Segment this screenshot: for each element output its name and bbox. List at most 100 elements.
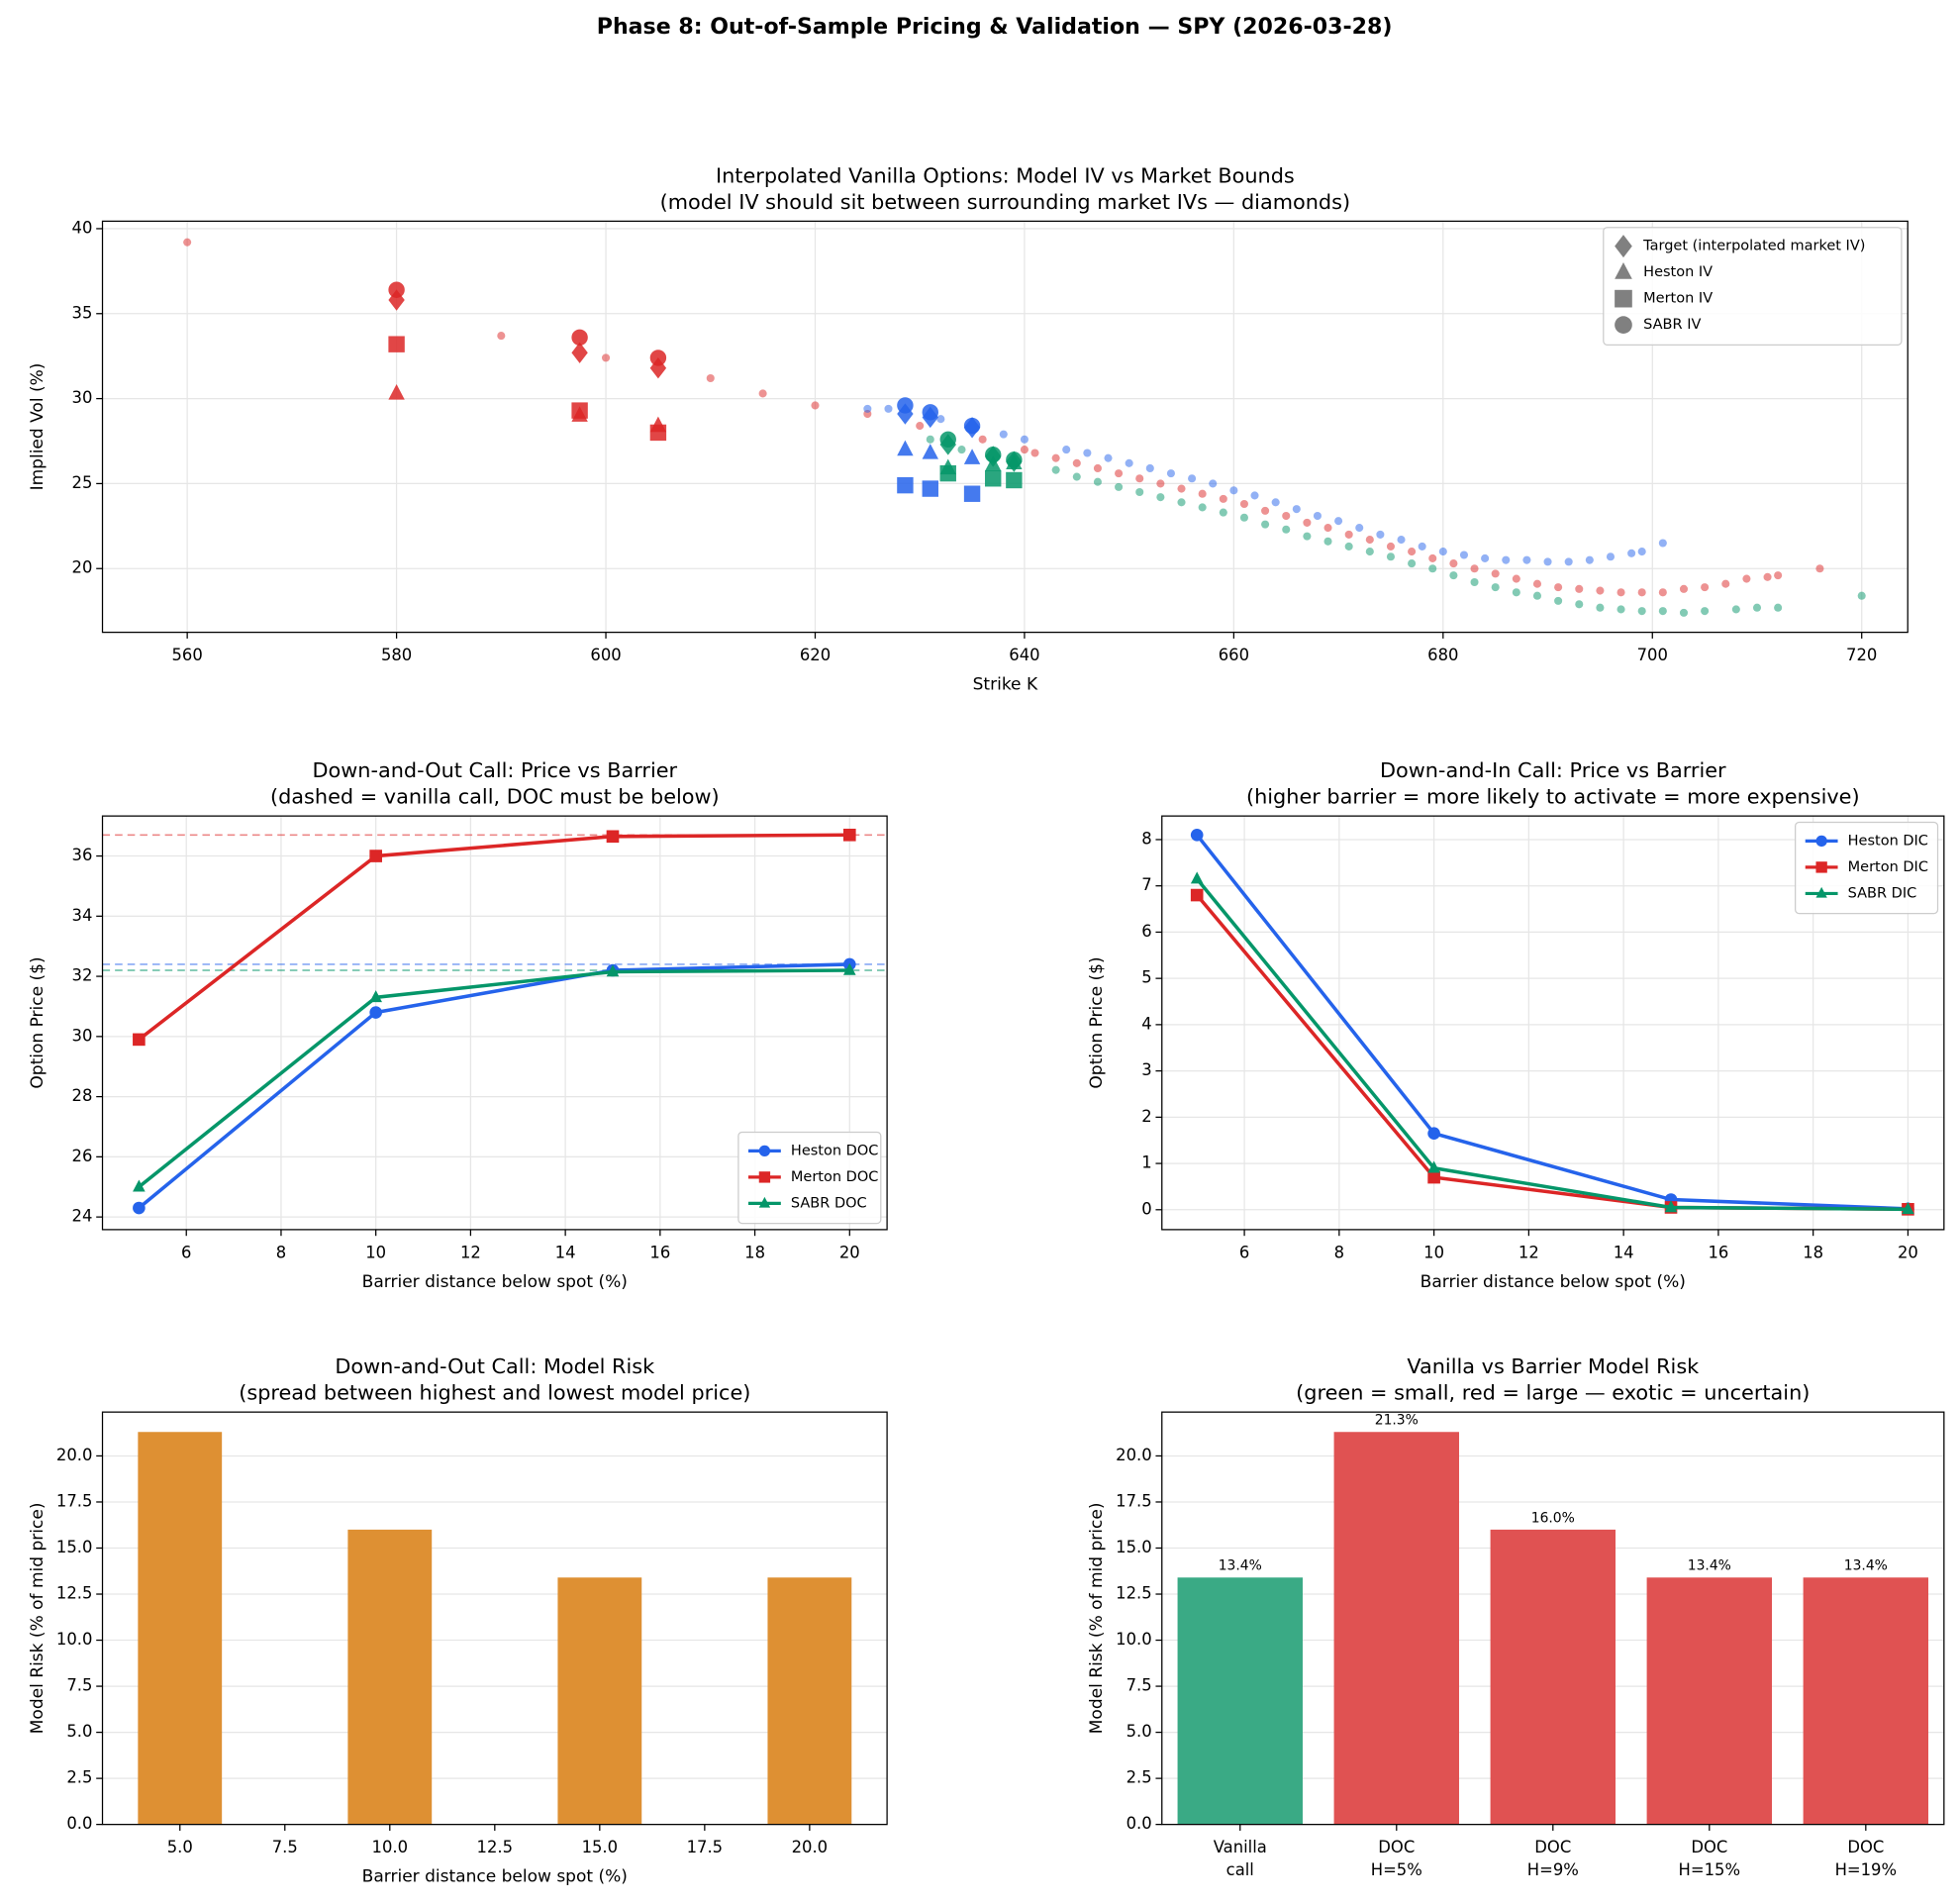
market-point bbox=[1616, 605, 1625, 614]
market-point bbox=[1428, 553, 1437, 562]
x-tick-label: 10.0 bbox=[372, 1838, 409, 1856]
legend-label: Heston DIC bbox=[1848, 833, 1928, 849]
market-point bbox=[1135, 474, 1144, 483]
market-point bbox=[1637, 588, 1646, 597]
market-point bbox=[1303, 518, 1312, 527]
y-tick-label: 0 bbox=[1141, 1199, 1151, 1218]
bar bbox=[1803, 1577, 1929, 1825]
market-point bbox=[1072, 472, 1081, 481]
market-point bbox=[1408, 548, 1417, 556]
bar bbox=[347, 1529, 433, 1825]
market-point bbox=[1219, 494, 1227, 503]
marker bbox=[369, 850, 382, 862]
market-point bbox=[978, 435, 987, 444]
y-tick-label: 20.0 bbox=[1116, 1446, 1152, 1464]
marker bbox=[897, 476, 914, 494]
y-tick-label: 20.0 bbox=[56, 1446, 92, 1464]
marker bbox=[985, 447, 1002, 463]
x-tick-label: 8 bbox=[276, 1243, 286, 1261]
marker bbox=[939, 431, 956, 448]
market-point bbox=[1020, 435, 1028, 444]
marker bbox=[758, 1171, 771, 1183]
market-point bbox=[936, 415, 945, 424]
market-point bbox=[1386, 552, 1395, 561]
market-point bbox=[1575, 584, 1584, 593]
marker bbox=[922, 444, 938, 459]
marker bbox=[1615, 261, 1632, 279]
legend-box bbox=[737, 1131, 882, 1225]
y-tick-label: 36 bbox=[72, 846, 93, 864]
chart-title: Vanilla vs Barrier Model Risk bbox=[1407, 1354, 1699, 1378]
market-point bbox=[1323, 524, 1332, 533]
x-axis-label: Strike K bbox=[973, 675, 1038, 695]
x-tick-label: 20 bbox=[1898, 1243, 1918, 1261]
y-tick-label: 0.0 bbox=[66, 1814, 92, 1833]
x-tick-label: 620 bbox=[800, 646, 831, 664]
chart-subtitle: (spread between highest and lowest model… bbox=[239, 1381, 750, 1405]
bar bbox=[138, 1432, 223, 1825]
x-tick-label: 720 bbox=[1846, 646, 1877, 664]
market-point bbox=[1658, 607, 1667, 616]
y-tick-label: 15.0 bbox=[56, 1538, 92, 1556]
marker bbox=[1615, 289, 1632, 308]
market-point bbox=[1198, 489, 1207, 498]
market-point bbox=[1701, 607, 1710, 616]
value-label: 13.4% bbox=[1219, 1558, 1262, 1574]
bar bbox=[1646, 1577, 1773, 1825]
market-point bbox=[602, 353, 611, 362]
x-tick-label: 10 bbox=[1423, 1243, 1444, 1261]
axes-frame bbox=[1161, 1411, 1945, 1826]
market-point bbox=[1093, 463, 1102, 473]
x-tick-label: 12.5 bbox=[477, 1838, 514, 1856]
marker bbox=[985, 470, 1002, 487]
x-axis-label: Barrier distance below spot (%) bbox=[1420, 1272, 1686, 1292]
market-point bbox=[1145, 463, 1154, 473]
market-point bbox=[1491, 583, 1500, 592]
marker bbox=[606, 964, 620, 977]
x-tick-label: DOC bbox=[1378, 1838, 1415, 1856]
market-point bbox=[1062, 446, 1071, 454]
x-tick-label: H=5% bbox=[1371, 1860, 1422, 1879]
market-point bbox=[1093, 477, 1102, 486]
market-point bbox=[1261, 520, 1270, 529]
market-point bbox=[884, 404, 893, 413]
value-label: 16.0% bbox=[1531, 1510, 1575, 1526]
market-point bbox=[1303, 532, 1312, 541]
market-point bbox=[999, 430, 1008, 439]
marker bbox=[963, 485, 981, 502]
x-tick-label: H=19% bbox=[1835, 1860, 1898, 1879]
market-point bbox=[1658, 588, 1667, 597]
marker bbox=[571, 329, 588, 347]
market-point bbox=[1481, 553, 1490, 562]
market-point bbox=[1051, 465, 1060, 474]
market-point bbox=[1282, 525, 1291, 534]
y-tick-label: 7.5 bbox=[1126, 1676, 1152, 1695]
y-tick-label: 5 bbox=[1141, 968, 1151, 987]
market-point bbox=[1532, 591, 1542, 600]
y-tick-label: 15.0 bbox=[1116, 1538, 1152, 1556]
x-tick-label: 10 bbox=[365, 1243, 386, 1261]
market-point bbox=[1658, 539, 1667, 548]
marker bbox=[1815, 835, 1827, 848]
market-point bbox=[1491, 569, 1500, 578]
x-tick-label: 18 bbox=[744, 1243, 765, 1261]
market-point bbox=[1679, 608, 1689, 617]
market-point bbox=[1334, 517, 1343, 526]
y-tick-label: 17.5 bbox=[56, 1491, 92, 1510]
legend-label: Merton DOC bbox=[791, 1169, 878, 1185]
legend-label: SABR IV bbox=[1643, 317, 1701, 333]
y-tick-label: 30 bbox=[72, 388, 93, 407]
marker bbox=[897, 397, 914, 414]
x-tick-label: 5.0 bbox=[167, 1838, 193, 1856]
x-tick-label: DOC bbox=[1691, 1838, 1727, 1856]
x-tick-label: 560 bbox=[172, 646, 203, 664]
y-tick-label: 2 bbox=[1141, 1107, 1151, 1126]
market-point bbox=[497, 332, 506, 341]
market-point bbox=[926, 435, 934, 444]
market-point bbox=[1554, 596, 1563, 605]
y-tick-label: 0.0 bbox=[1126, 1814, 1152, 1833]
x-tick-label: 14 bbox=[555, 1243, 576, 1261]
series-line bbox=[138, 968, 850, 1189]
market-point bbox=[1376, 530, 1385, 539]
x-tick-label: 680 bbox=[1427, 646, 1458, 664]
